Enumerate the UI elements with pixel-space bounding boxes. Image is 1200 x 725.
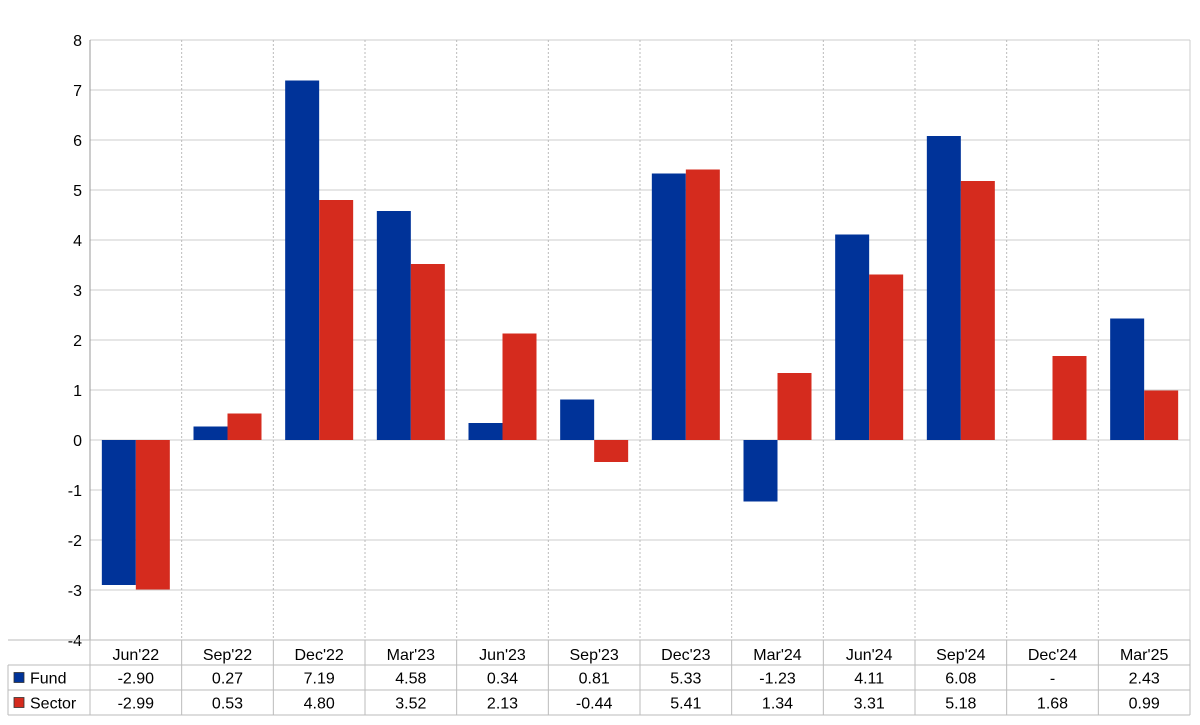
bar-sector [135,440,170,590]
bar-sector [410,264,445,440]
bar-fund [1110,318,1145,440]
x-category-label: Dec'22 [295,647,344,664]
y-tick-label: -2 [68,533,82,550]
bar-sector [1052,356,1087,440]
data-label-sector: 4.80 [304,696,335,713]
bar-sector [960,181,995,440]
data-label-sector: 2.13 [487,696,518,713]
data-label-fund: 4.11 [854,671,884,688]
data-label-fund: -1.23 [759,671,796,688]
bar-sector [319,200,354,440]
bar-fund [651,173,686,440]
bar-fund [285,80,320,440]
data-label-sector: 5.41 [670,696,701,713]
data-label-sector: 3.31 [854,696,885,713]
data-label-sector: 0.53 [212,696,243,713]
y-tick-label: 5 [73,183,82,200]
data-label-fund: 0.34 [487,671,518,688]
y-tick-label: 1 [73,383,82,400]
bar-sector [227,413,262,440]
bar-fund [743,440,778,502]
bar-fund [101,440,136,585]
x-category-label: Sep'24 [936,647,985,664]
y-tick-label: 0 [73,433,82,450]
bar-fund [926,136,961,440]
bar-fund [376,211,411,440]
legend-label-sector: Sector [30,696,77,713]
legend-swatch-fund [13,672,25,683]
data-label-fund: 6.08 [945,671,976,688]
bar-fund [193,426,228,440]
bar-sector [594,440,629,462]
y-tick-label: -4 [68,633,82,650]
data-label-sector: 0.99 [1129,696,1160,713]
bar-sector [502,333,537,440]
x-category-label: Sep'22 [203,647,252,664]
bar-sector [685,169,720,440]
data-label-sector: 5.18 [945,696,976,713]
y-tick-label: 4 [73,233,82,250]
y-tick-label: -3 [68,583,82,600]
data-label-sector: 1.68 [1037,696,1068,713]
x-category-label: Sep'23 [570,647,619,664]
y-tick-label: 7 [73,83,82,100]
x-category-label: Mar'23 [387,647,436,664]
bar-sector [777,373,812,440]
bar-fund [835,234,870,440]
x-category-label: Mar'25 [1120,647,1169,664]
data-label-sector: -0.44 [576,696,613,713]
x-category-label: Mar'24 [753,647,802,664]
data-label-sector: -2.99 [118,696,155,713]
data-label-fund: 4.58 [395,671,426,688]
data-label-sector: 1.34 [762,696,793,713]
bar-sector [869,274,904,440]
data-label-fund: - [1050,671,1055,688]
data-label-fund: -2.90 [118,671,155,688]
data-label-fund: 2.43 [1129,671,1160,688]
bar-fund [560,399,595,440]
data-label-sector: 3.52 [395,696,426,713]
x-category-label: Dec'23 [661,647,710,664]
x-category-label: Dec'24 [1028,647,1077,664]
bar-fund [468,423,503,440]
y-tick-label: 8 [73,33,82,50]
x-category-label: Jun'23 [479,647,526,664]
x-category-label: Jun'22 [113,647,160,664]
y-tick-label: 2 [73,333,82,350]
data-label-fund: 5.33 [670,671,701,688]
y-tick-label: 6 [73,133,82,150]
data-label-fund: 0.27 [212,671,243,688]
data-label-fund: 7.19 [304,671,335,688]
legend-swatch-sector [13,697,25,708]
x-category-label: Jun'24 [846,647,893,664]
data-label-fund: 0.81 [579,671,610,688]
legend-label-fund: Fund [30,671,66,688]
y-tick-label: -1 [68,483,82,500]
bar-sector [1144,390,1179,440]
y-tick-label: 3 [73,283,82,300]
